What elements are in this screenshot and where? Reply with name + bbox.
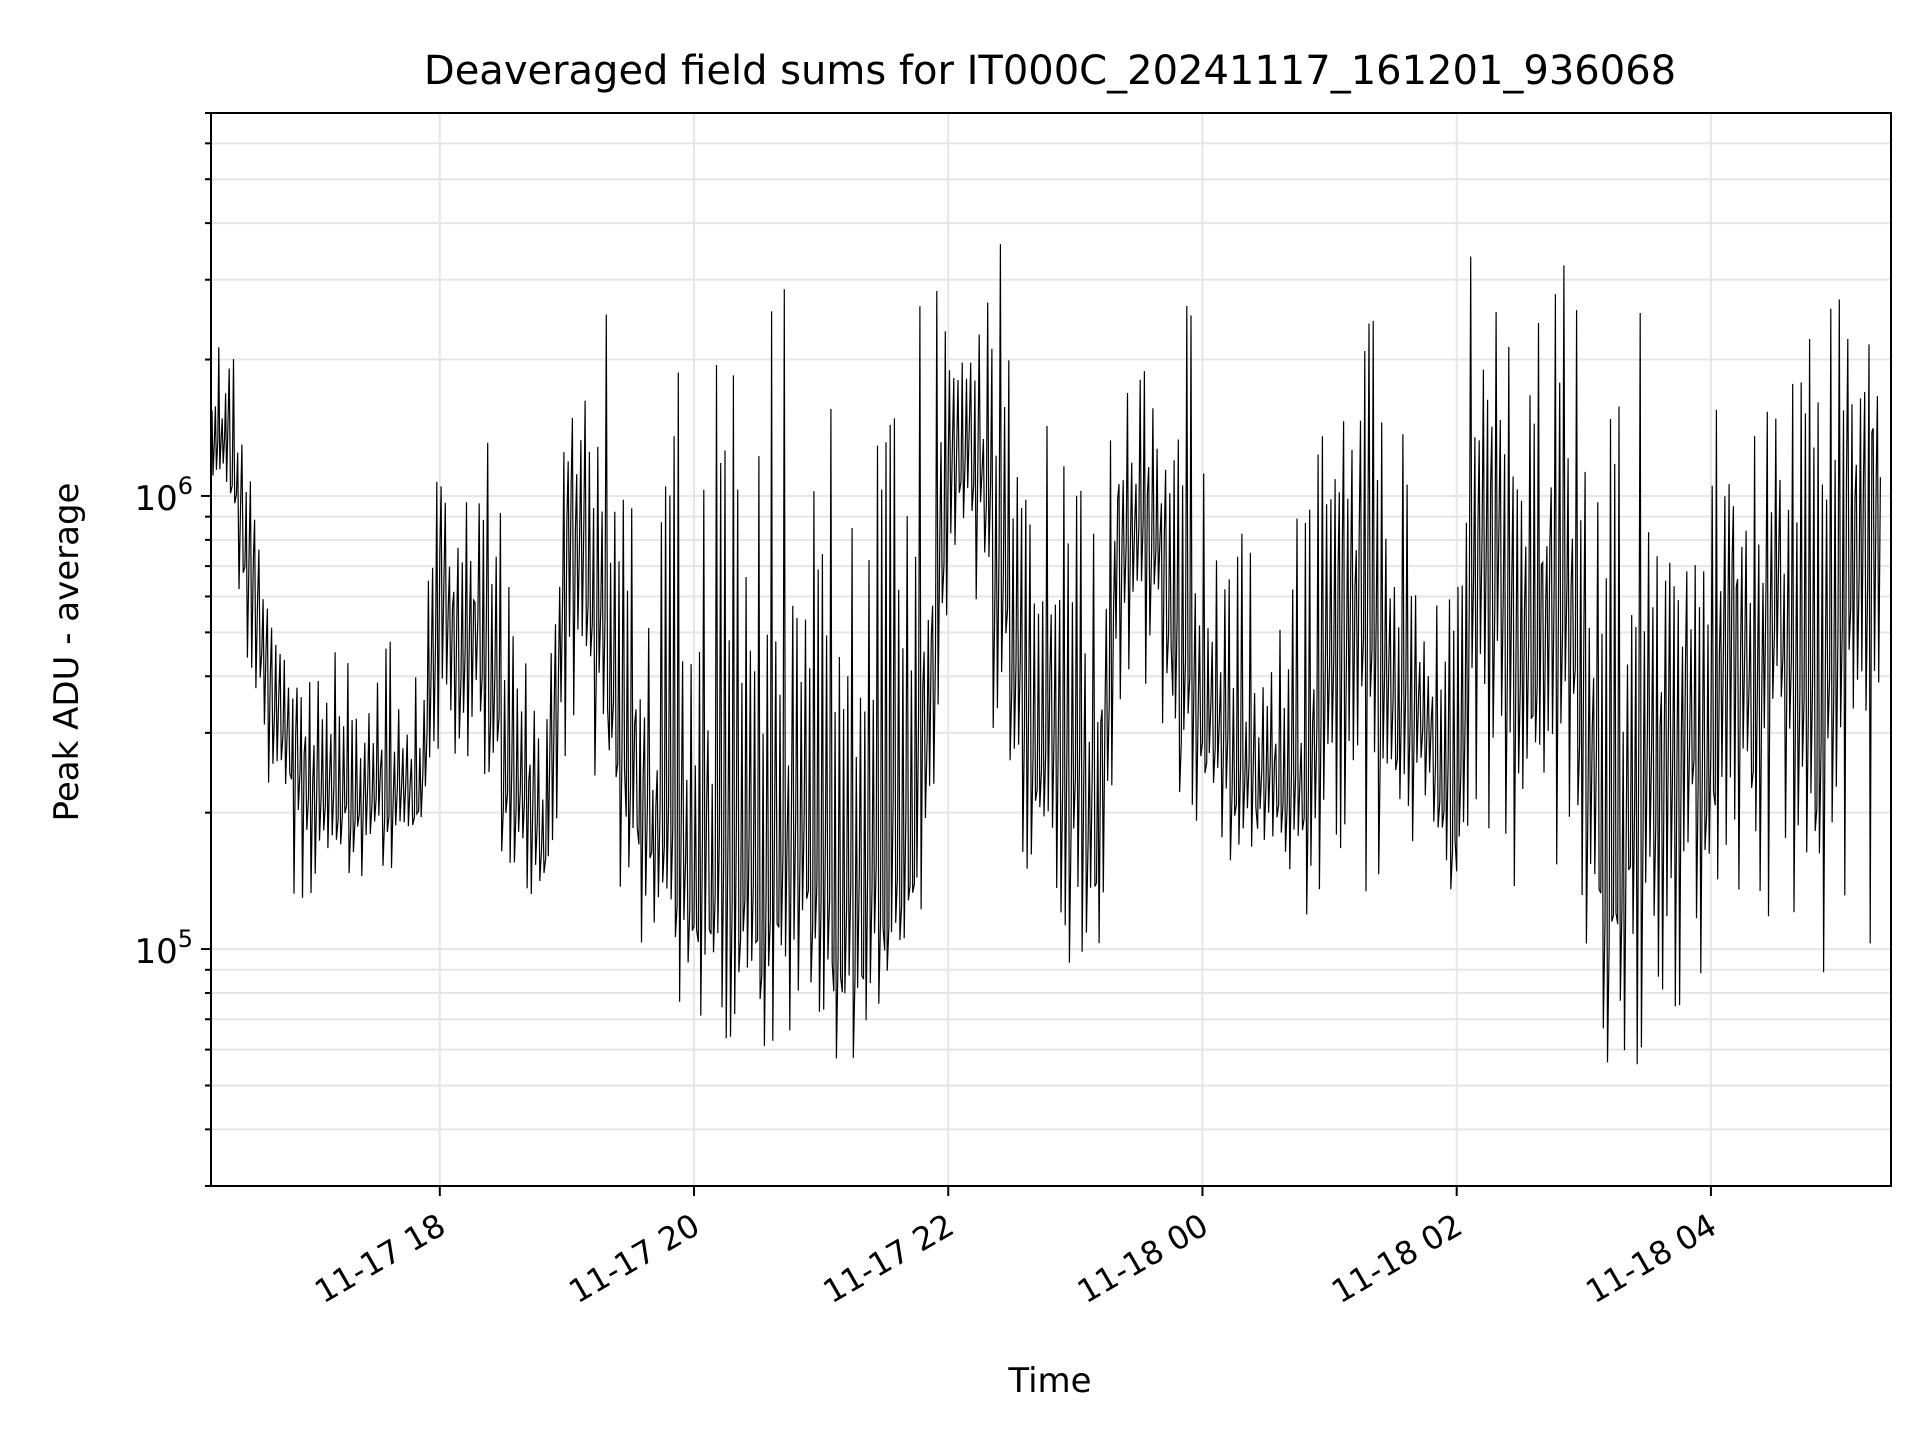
y-tick-label-exponent: 5 [178,925,193,953]
y-tick-label: 105 [134,925,193,972]
y-tick-label-base: 10 [134,479,177,519]
y-tick-label-base: 10 [134,932,177,972]
y-tick-label-exponent: 6 [178,472,193,500]
chart-title: Deaveraged field sums for IT000C_2024111… [424,48,1676,94]
y-axis-label: Peak ADU - average [47,483,87,822]
plot-frame [210,112,1892,1187]
series-group [210,244,1881,1065]
series-line [210,244,1881,1065]
y-tick-label: 106 [134,472,193,519]
x-axis-label: Time [1007,1361,1091,1401]
